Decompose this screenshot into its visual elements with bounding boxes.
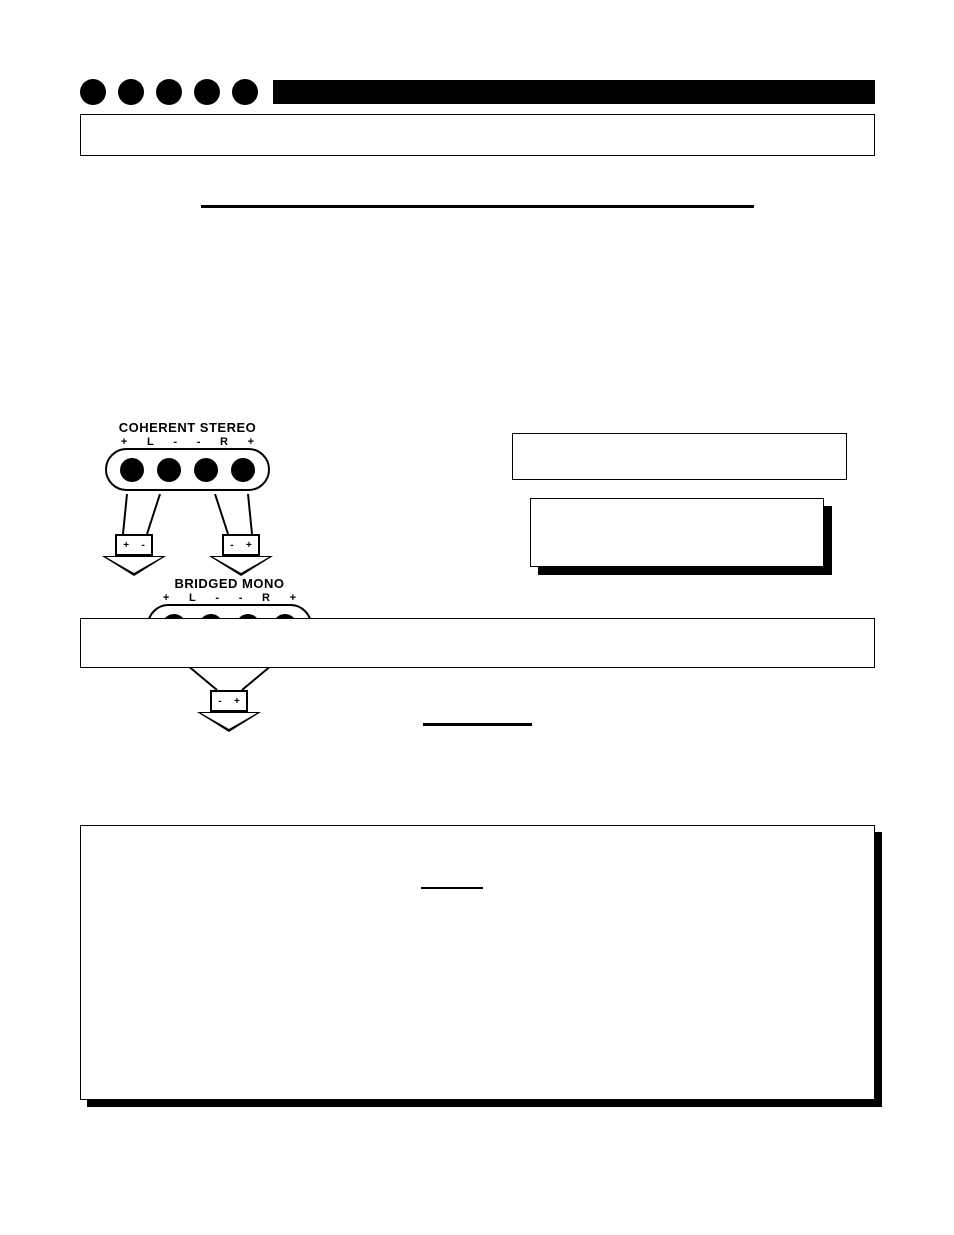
big-content-box [80,825,875,1100]
speaker-cone-icon [197,712,261,732]
polarity-label: + [123,540,129,551]
terminal-labels: + L - - R + [105,436,270,448]
speaker-mono: - + [205,690,253,732]
polarity-label: + [246,540,252,551]
section-underline-3 [421,887,483,889]
terminal-label: - [197,436,201,448]
terminal-icon [120,458,144,482]
wires-icon [105,494,270,539]
polarity-label: - [218,696,221,707]
diagram-coherent-stereo: COHERENT STEREO + L - - R + + [105,420,270,576]
terminal-block [105,448,270,491]
callout-box-1 [512,433,847,480]
terminal-label: + [121,436,127,448]
callout-box-2 [530,498,824,567]
dot-icon [118,79,144,105]
dot-icon [156,79,182,105]
section-box-1 [80,114,875,156]
speaker-cone-icon [209,556,273,576]
terminal-label: L [147,436,154,448]
section-underline-1 [201,205,754,208]
terminal-label: - [173,436,177,448]
speaker-left: + - [110,534,158,576]
header-row [80,79,875,105]
dot-icon [80,79,106,105]
terminal-labels: + L - - R + [147,592,312,604]
polarity-label: - [141,540,144,551]
header-bar [273,80,875,104]
polarity-label: + [234,696,240,707]
terminal-label: R [262,592,270,604]
polarity-label: - [230,540,233,551]
speaker-box: + - [115,534,153,556]
speaker-wiring: + - - + [105,494,270,576]
section-box-2 [80,618,875,668]
dot-icon [194,79,220,105]
terminal-icon [194,458,218,482]
terminal-label: + [290,592,296,604]
diagram-title: COHERENT STEREO [105,420,270,435]
terminal-label: + [163,592,169,604]
speaker-right: - + [217,534,265,576]
terminal-label: + [248,436,254,448]
terminal-label: - [239,592,243,604]
wiring-diagrams: COHERENT STEREO + L - - R + + [105,420,465,732]
terminal-label: - [215,592,219,604]
header-dots [80,79,258,105]
diagram-title: BRIDGED MONO [147,576,312,591]
section-underline-2 [423,723,532,726]
terminal-icon [157,458,181,482]
speaker-box: - + [210,690,248,712]
terminal-label: L [189,592,196,604]
terminal-label: R [220,436,228,448]
speaker-cone-icon [102,556,166,576]
terminal-icon [231,458,255,482]
speaker-box: - + [222,534,260,556]
dot-icon [232,79,258,105]
